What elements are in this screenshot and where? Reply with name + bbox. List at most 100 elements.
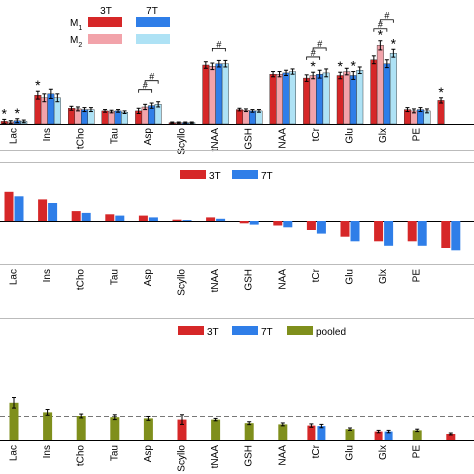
panel-2-tick-label-naa: NAA — [277, 269, 288, 290]
panel-1-tick-label-pe: PE — [412, 128, 423, 142]
legend-swatch-3t-pooled-panel — [178, 326, 204, 335]
panel-3-tick-label-scyllo: Scyllo — [177, 445, 188, 472]
panel-3-tick-label-asp: Asp — [143, 445, 154, 463]
panel-1-tick-label-naa: NAA — [277, 128, 288, 149]
significance-star-0: * — [2, 105, 8, 121]
bar-pe-7t-change — [417, 221, 427, 246]
panel-3: Lac Ins tCho Tau Asp Scyllo tNAA GSH NAA tCr Glu Gl… — [0, 326, 474, 472]
bar-tnaa-3t-m1 — [202, 64, 210, 125]
significance-hash-3: # — [311, 48, 316, 58]
legend-col-label-7t: 7T — [146, 6, 158, 17]
panel-2-tick-label-tnaa: tNAA — [210, 269, 221, 293]
bar-tcho-3t-change — [71, 211, 81, 221]
bar-pe-3t-change — [407, 221, 417, 242]
bar-glu-pooled-ratio — [345, 429, 355, 440]
panel-3-legend: 3T 7T pooled — [178, 326, 346, 338]
legend-swatch-3t — [180, 170, 206, 179]
significance-star-8: * — [438, 84, 444, 100]
panel-2-bars — [4, 191, 461, 251]
bar-lac-pooled-ratio — [9, 402, 19, 440]
bar-ins-3t-change — [38, 199, 48, 221]
bar-scyllo-7t-change — [182, 220, 192, 221]
legend-swatch-3t-m1 — [88, 17, 122, 27]
bar-tcho-pooled-ratio — [76, 416, 86, 440]
panel-3-tick-label-glx: Glx — [378, 445, 389, 460]
bar-asp-pooled-ratio — [143, 418, 153, 440]
panel-2-tick-label-scyllo: Scyllo — [177, 269, 188, 296]
bar-tnaa-pooled-ratio — [211, 419, 221, 440]
bar-tcr-7t-change — [316, 221, 326, 234]
bar-ins-pooled-ratio — [43, 412, 53, 440]
panel-2-legend: 3T 7T — [180, 170, 273, 182]
bar-gsh-3t-m1 — [235, 109, 243, 125]
bar-tau-3t-change — [105, 214, 115, 222]
bar-naa-3t-m2 — [276, 73, 283, 125]
significance-hash-0: # — [143, 81, 148, 91]
panel-2: Lac Ins tCho Tau Asp Scyllo tNAA GSH NAA tCr Glu Gl… — [0, 162, 474, 296]
significance-hash-4: # — [317, 39, 322, 49]
bar-tcr-3t-ratio — [307, 425, 316, 440]
panel-2-tick-label-lac: Lac — [9, 269, 20, 285]
bar-tau-7t-change — [115, 215, 125, 221]
bar-ins-7t-change — [48, 203, 58, 221]
panel-3-tick-label-gsh: GSH — [244, 445, 255, 467]
bar-gsh-3t-m2 — [242, 109, 250, 125]
bar-gsh-7t-m2 — [255, 110, 263, 125]
legend-label-7t-pooled-panel: 7T — [261, 327, 273, 338]
bar-tnaa-7t-m2 — [221, 63, 229, 125]
bar-tcr-7t-m2 — [322, 72, 330, 125]
bar-extra-13-3t-change — [441, 221, 451, 248]
panel-3-tick-labels: Lac Ins tCho Tau Asp Scyllo tNAA GSH NAA tCr Glu Gl… — [9, 444, 423, 471]
panel-1-bars — [0, 40, 445, 125]
bar-naa-7t-change — [283, 221, 293, 228]
bar-tau-7t-m1 — [114, 110, 122, 125]
panel-2-tick-label-tcr: tCr — [311, 268, 322, 282]
significance-hash-6: # — [384, 11, 389, 21]
significance-bracket-1 — [144, 80, 159, 84]
bar-naa-3t-change — [273, 221, 283, 226]
legend-swatch-7t-pooled-panel — [232, 326, 258, 335]
bar-gsh-pooled-ratio — [244, 423, 254, 440]
significance-bracket-2 — [211, 48, 226, 52]
panel-2-tick-label-tcho: tCho — [76, 269, 87, 291]
bar-lac-3t-change — [4, 191, 14, 222]
bar-glx-3t-change — [374, 221, 384, 242]
panel-1-legend: 3T 7T M1 M2 — [70, 6, 170, 49]
bar-tau-pooled-ratio — [110, 417, 120, 440]
legend-swatch-7t — [232, 170, 258, 179]
bar-tcr-3t-m1 — [303, 77, 311, 125]
panel-3-tick-label-pe: PE — [412, 445, 423, 459]
bar-tnaa-3t-change — [206, 217, 216, 221]
bar-tau-3t-m2 — [108, 111, 116, 125]
legend-col-label-3t: 3T — [100, 6, 112, 17]
significance-bracket-3 — [306, 56, 321, 60]
legend-swatch-3t-m2 — [88, 34, 122, 44]
panel-1-tick-label-lac: Lac — [9, 128, 20, 144]
bar-glu-3t-change — [340, 221, 350, 237]
panel-3-tick-label-tau: Tau — [109, 445, 120, 461]
panel-3-bars — [9, 397, 456, 440]
bar-asp-3t-change — [138, 215, 148, 221]
panel-2-tick-label-gsh: GSH — [244, 269, 255, 291]
significance-bracket-6 — [379, 19, 394, 23]
bar-asp-7t-change — [148, 217, 158, 221]
bar-scyllo-3t-ratio — [177, 419, 187, 440]
legend-swatch-pooled — [287, 326, 313, 335]
bar-tnaa-7t-m1 — [215, 63, 223, 125]
significance-hash-2: # — [216, 39, 221, 49]
bar-tcr-3t-m2 — [309, 75, 317, 125]
bar-extra-13-7t-change — [451, 221, 461, 251]
bar-pe-pooled-ratio — [412, 430, 422, 440]
bar-glu-7t-change — [350, 221, 360, 242]
bar-extra-13-3t-ratio — [446, 434, 456, 440]
bar-glu-3t-m2 — [343, 71, 351, 125]
significance-bracket-5 — [373, 28, 388, 32]
legend-label-3t-pooled-panel: 3T — [207, 327, 219, 338]
panel-3-tick-label-ins: Ins — [42, 445, 53, 458]
bar-glx-7t-m1 — [383, 63, 391, 125]
bar-tcr-3t-change — [306, 221, 316, 230]
panel-1-tick-label-tau: Tau — [109, 128, 120, 144]
significance-star-5: * — [351, 58, 357, 74]
panel-1: * *** * ****####### Lac Ins tCho Tau Asp Scyllo t… — [0, 6, 474, 155]
